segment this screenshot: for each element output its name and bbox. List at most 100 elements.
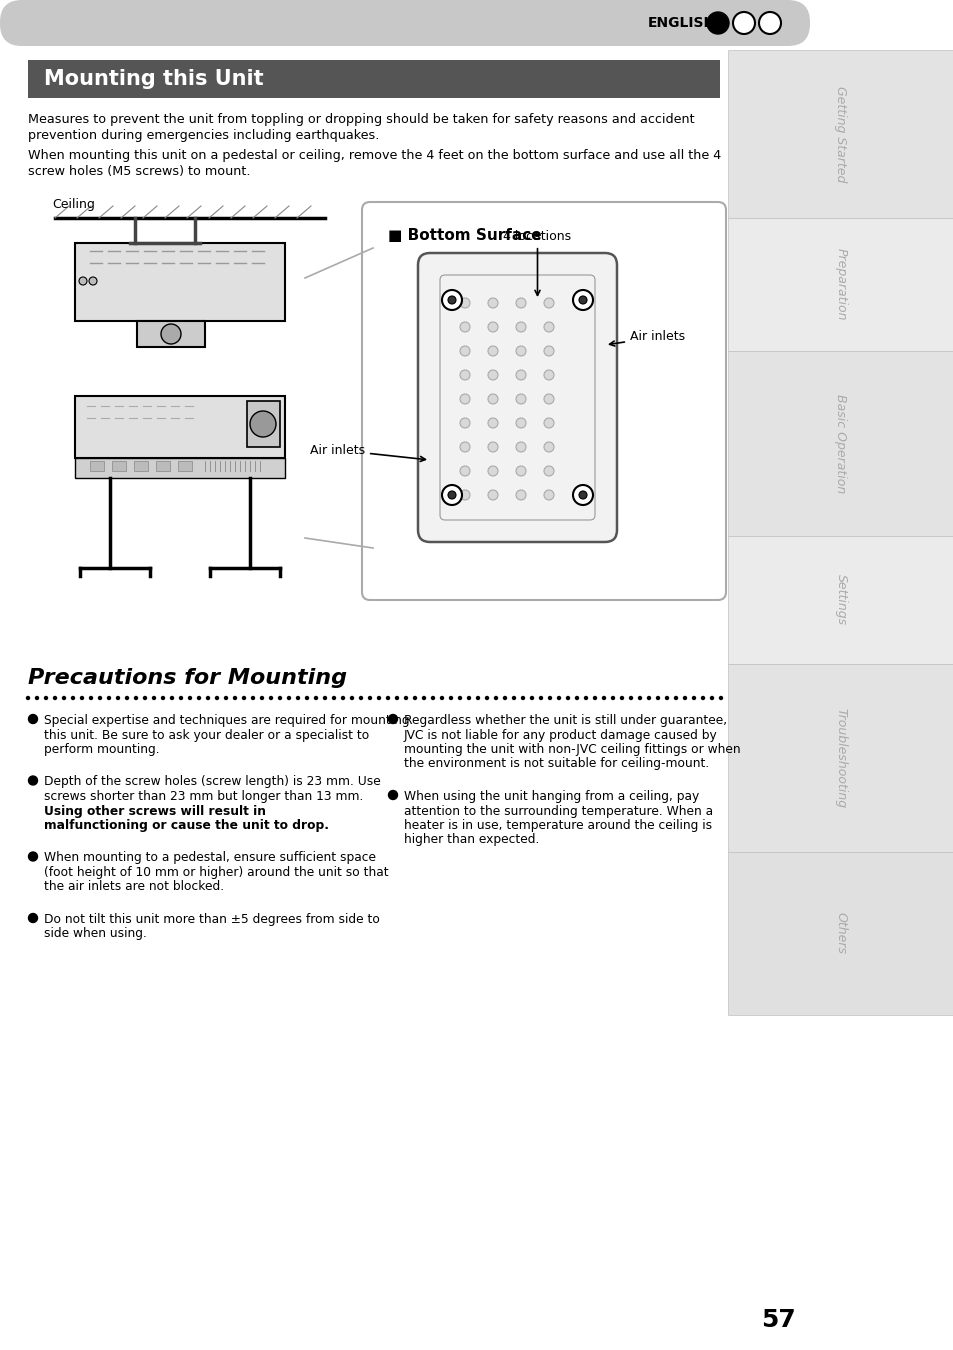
Circle shape (395, 695, 398, 701)
Circle shape (251, 695, 255, 701)
Circle shape (488, 466, 497, 477)
Circle shape (646, 695, 651, 701)
Circle shape (188, 695, 192, 701)
Circle shape (98, 695, 102, 701)
Text: When mounting to a pedestal, ensure sufficient space: When mounting to a pedestal, ensure suff… (44, 852, 375, 864)
Circle shape (592, 695, 597, 701)
Circle shape (125, 695, 129, 701)
Circle shape (421, 695, 426, 701)
Text: Mounting this Unit: Mounting this Unit (44, 69, 263, 89)
Bar (28, 59, 720, 99)
Text: side when using.: side when using. (44, 927, 147, 941)
Circle shape (557, 695, 560, 701)
Text: Air inlets: Air inlets (310, 444, 425, 462)
Bar (727, 351, 953, 536)
Circle shape (543, 466, 554, 477)
Circle shape (488, 490, 497, 500)
Circle shape (269, 695, 273, 701)
Text: When using the unit hanging from a ceiling, pay: When using the unit hanging from a ceili… (403, 790, 699, 803)
Circle shape (488, 370, 497, 379)
Circle shape (441, 290, 461, 310)
Circle shape (700, 695, 704, 701)
Circle shape (488, 298, 497, 308)
Text: Ceiling: Ceiling (52, 198, 94, 211)
Circle shape (459, 298, 470, 308)
Circle shape (62, 695, 66, 701)
Circle shape (457, 695, 461, 701)
Circle shape (115, 695, 120, 701)
Circle shape (466, 695, 471, 701)
Text: heater is in use, temperature around the ceiling is: heater is in use, temperature around the… (403, 819, 711, 832)
Text: Special expertise and techniques are required for mounting: Special expertise and techniques are req… (44, 714, 409, 728)
Circle shape (314, 695, 318, 701)
Circle shape (196, 695, 201, 701)
Circle shape (206, 695, 210, 701)
Circle shape (511, 695, 516, 701)
Text: When mounting this unit on a pedestal or ceiling, remove the 4 feet on the botto: When mounting this unit on a pedestal or… (28, 148, 720, 162)
Circle shape (26, 695, 30, 701)
Circle shape (494, 695, 497, 701)
Circle shape (439, 695, 444, 701)
Text: Troubleshooting: Troubleshooting (834, 707, 846, 809)
Circle shape (448, 695, 453, 701)
Circle shape (543, 346, 554, 356)
Text: Depth of the screw holes (screw length) is 23 mm. Use: Depth of the screw holes (screw length) … (44, 775, 380, 788)
Circle shape (488, 346, 497, 356)
Bar (75, 243, 285, 321)
Circle shape (448, 491, 456, 500)
Circle shape (543, 490, 554, 500)
Circle shape (34, 695, 39, 701)
Circle shape (538, 695, 542, 701)
Circle shape (543, 418, 554, 428)
Circle shape (543, 441, 554, 452)
Text: Preparation: Preparation (834, 248, 846, 321)
Circle shape (80, 695, 84, 701)
Circle shape (459, 418, 470, 428)
Circle shape (543, 370, 554, 379)
Text: 4 locations: 4 locations (503, 230, 571, 296)
Circle shape (287, 695, 291, 701)
Circle shape (143, 695, 147, 701)
Text: Precautions for Mounting: Precautions for Mounting (28, 668, 347, 688)
Circle shape (29, 914, 37, 922)
Circle shape (322, 695, 327, 701)
Circle shape (488, 394, 497, 404)
Circle shape (673, 695, 678, 701)
FancyBboxPatch shape (361, 202, 725, 599)
Circle shape (664, 695, 668, 701)
Bar (727, 664, 953, 852)
Bar (727, 50, 953, 217)
Circle shape (459, 490, 470, 500)
Circle shape (732, 12, 754, 34)
Circle shape (459, 346, 470, 356)
Circle shape (332, 695, 335, 701)
Text: Do not tilt this unit more than ±5 degrees from side to: Do not tilt this unit more than ±5 degre… (44, 913, 379, 926)
Circle shape (340, 695, 345, 701)
Circle shape (250, 410, 275, 437)
Bar (727, 536, 953, 664)
Circle shape (385, 695, 390, 701)
Circle shape (516, 323, 525, 332)
Bar (75, 458, 285, 478)
Circle shape (706, 12, 728, 34)
Circle shape (529, 695, 534, 701)
Circle shape (516, 466, 525, 477)
Circle shape (565, 695, 570, 701)
Text: screw holes (M5 screws) to mount.: screw holes (M5 screws) to mount. (28, 165, 251, 178)
Circle shape (610, 695, 615, 701)
Text: Regardless whether the unit is still under guarantee,: Regardless whether the unit is still und… (403, 714, 726, 728)
Circle shape (578, 491, 586, 500)
Text: ENGLISH: ENGLISH (647, 16, 716, 30)
Circle shape (682, 695, 686, 701)
Circle shape (488, 441, 497, 452)
Bar (90, 460, 104, 471)
Circle shape (133, 695, 138, 701)
Circle shape (44, 695, 49, 701)
Circle shape (459, 441, 470, 452)
Circle shape (718, 695, 722, 701)
Circle shape (413, 695, 416, 701)
Text: the environment is not suitable for ceiling-mount.: the environment is not suitable for ceil… (403, 757, 708, 771)
Bar (156, 460, 170, 471)
Circle shape (516, 490, 525, 500)
Circle shape (516, 418, 525, 428)
